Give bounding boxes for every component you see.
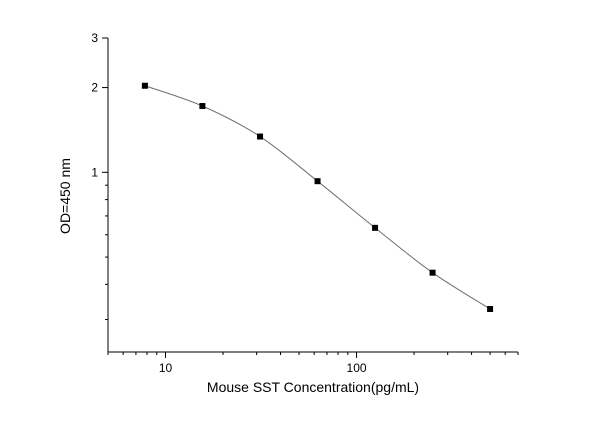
y-tick-label: 2 bbox=[91, 81, 98, 95]
axes bbox=[107, 38, 518, 353]
data-point bbox=[257, 133, 264, 140]
data-points bbox=[141, 82, 494, 312]
data-point bbox=[141, 82, 148, 89]
x-axis-title: Mouse SST Concentration(pg/mL) bbox=[207, 379, 419, 395]
y-tick-label: 3 bbox=[91, 31, 98, 45]
data-point bbox=[199, 103, 206, 110]
data-point bbox=[429, 269, 436, 276]
data-point bbox=[372, 224, 379, 231]
y-ticks: 1 2 3 bbox=[91, 31, 108, 321]
x-ticks: 10 100 bbox=[107, 352, 519, 375]
y-axis-title: OD=450 nm bbox=[57, 158, 73, 234]
x-tick-label: 100 bbox=[347, 361, 367, 375]
y-tick-label: 1 bbox=[91, 165, 98, 179]
x-tick-label: 10 bbox=[159, 361, 173, 375]
fit-curve bbox=[144, 85, 491, 310]
data-point bbox=[487, 305, 494, 312]
data-point bbox=[314, 178, 321, 185]
